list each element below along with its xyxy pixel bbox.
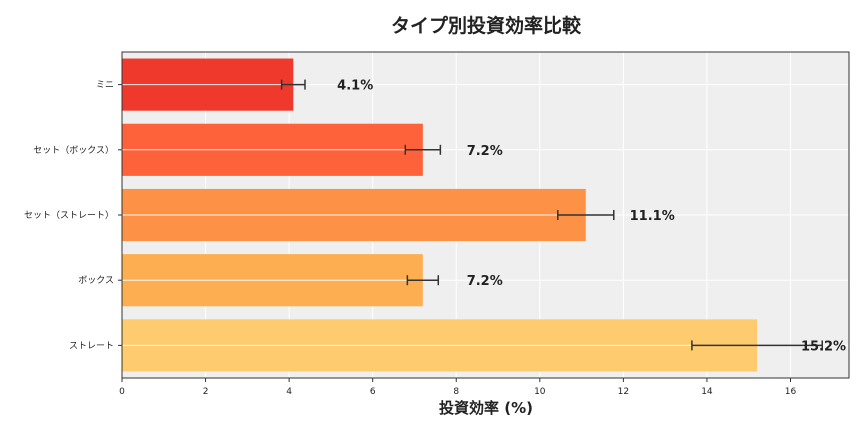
chart-title: タイプ別投資効率比較 (391, 14, 582, 37)
y-tick-label: セット（ボックス） (33, 145, 114, 156)
x-axis-label: 投資効率 (%) (439, 399, 533, 417)
x-tick-label: 12 (618, 387, 629, 397)
y-tick-label: ボックス (78, 275, 114, 286)
data-label: 11.1% (630, 209, 675, 224)
data-label: 15.2% (801, 339, 846, 354)
data-label: 4.1% (337, 79, 373, 94)
data-label: 7.2% (467, 274, 503, 289)
x-tick-label: 16 (785, 387, 797, 397)
x-tick-label: 8 (453, 387, 459, 397)
x-tick-label: 14 (701, 387, 713, 397)
x-tick-label: 10 (534, 387, 546, 397)
x-tick-label: 0 (119, 387, 125, 397)
y-tick-label: ミニ (96, 81, 114, 91)
x-tick-label: 4 (286, 387, 292, 397)
x-tick-label: 2 (203, 387, 209, 397)
data-label: 7.2% (467, 144, 503, 159)
y-tick-label: セット（ストレート） (24, 210, 114, 221)
x-tick-label: 6 (370, 387, 376, 397)
y-tick-label: ストレート (69, 341, 114, 351)
